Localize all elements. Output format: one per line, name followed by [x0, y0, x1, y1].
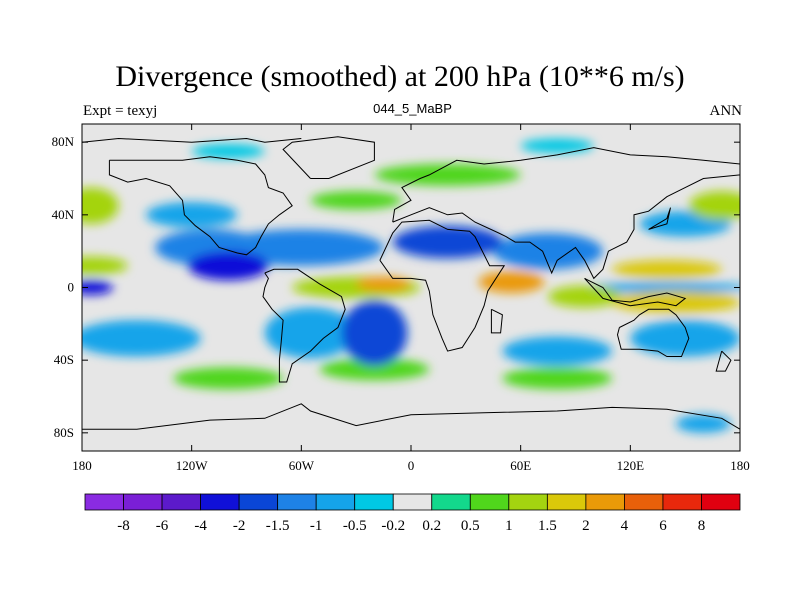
coastline-path: [108, 156, 293, 256]
map-area: [82, 124, 740, 451]
coastlines: [82, 136, 740, 430]
colorbar-label: 8: [698, 518, 706, 534]
x-tick-label: 0: [408, 458, 415, 473]
colorbar-swatch: [123, 493, 163, 511]
colorbar-swatch: [585, 493, 625, 511]
colorbar-swatch: [315, 493, 356, 511]
divergence-region: [82, 256, 128, 275]
y-tick-label: 80N: [52, 134, 75, 149]
colorbar-label: 6: [659, 518, 667, 534]
colorbar-label: 0.2: [422, 518, 441, 534]
colorbar-label: 4: [621, 518, 629, 534]
colorbar-swatch: [431, 493, 471, 511]
x-tick-label: 120E: [617, 458, 645, 473]
colorbar-swatch: [508, 493, 548, 511]
coastline-path: [82, 137, 302, 143]
divergence-region: [612, 291, 740, 313]
colorbar-label: 0.5: [461, 518, 480, 534]
experiment-label: Expt = texyj: [83, 103, 158, 119]
divergence-region: [374, 163, 521, 186]
coastline-path: [379, 219, 506, 352]
convergence-region: [145, 202, 238, 228]
colorbar-label: -6: [156, 518, 169, 534]
y-tick-label: 80S: [54, 425, 74, 440]
colorbar-label: -1.5: [266, 518, 290, 534]
colorbar-swatch: [701, 493, 741, 511]
coastline-path: [648, 207, 671, 230]
colorbar-swatch: [662, 493, 702, 511]
colorbar-swatch: [277, 493, 317, 511]
convergence-region: [264, 307, 357, 359]
map-axes: 180 120W 60W 0 60E 120E 180 80N 40N 0 40S 80S: [52, 124, 750, 473]
divergence-region: [319, 358, 430, 381]
colorbar-label: -1: [310, 518, 323, 534]
colorbar-swatch: [392, 493, 433, 511]
divergence-field: [82, 138, 740, 433]
x-tick-label: 120W: [176, 458, 209, 473]
convergence-region: [630, 320, 740, 357]
convergence-region: [82, 280, 114, 295]
convergence-region: [341, 300, 408, 366]
divergence-region: [173, 367, 284, 390]
divergence-region: [502, 367, 613, 390]
colorbar-swatch: [161, 493, 201, 511]
y-tick-label: 40S: [54, 352, 74, 367]
colorbar-label: -0.5: [343, 518, 367, 534]
divergence-region: [612, 260, 722, 279]
colorbar-label: 1: [505, 518, 513, 534]
y-tick-label: 0: [68, 280, 75, 295]
colorbar: -8 -6 -4 -2 -1.5 -1 -0.5 -0.2 0.2 0.5 1 1.5 2 4 6 8: [84, 493, 741, 534]
divergence-region: [82, 187, 119, 224]
colorbar-label: 2: [582, 518, 590, 534]
divergence-region: [478, 271, 545, 293]
divergence-region: [548, 285, 622, 308]
coastline-path: [584, 277, 687, 307]
colorbar-swatch: [354, 493, 394, 511]
convergence-region: [188, 251, 269, 281]
coastline-path: [490, 308, 503, 334]
colorbar-label: -4: [194, 518, 207, 534]
divergence-region: [310, 191, 402, 210]
colorbar-swatch: [624, 493, 664, 511]
colorbar-swatch: [200, 493, 240, 511]
x-tick-label: 180: [730, 458, 750, 473]
coastline-path: [282, 136, 375, 179]
coastline-path: [392, 147, 740, 280]
divergence-region: [356, 276, 412, 292]
colorbar-label: -0.2: [381, 518, 405, 534]
x-tick-label: 180: [72, 458, 92, 473]
convergence-region: [676, 414, 731, 433]
colorbar-swatch: [469, 493, 510, 511]
x-tick-label: 60E: [510, 458, 531, 473]
colorbar-label: 1.5: [538, 518, 557, 534]
map-title: Divergence (smoothed) at 200 hPa (10**6 …: [115, 60, 685, 93]
season-label: ANN: [709, 103, 743, 119]
convergence-region: [502, 336, 613, 366]
convergence-region: [520, 138, 594, 154]
colorbar-label: -8: [117, 518, 130, 534]
coastline-path: [82, 403, 740, 430]
convergence-region: [392, 225, 503, 259]
colorbar-swatch: [546, 493, 587, 511]
convergence-region: [82, 320, 201, 357]
colorbar-label: -2: [233, 518, 246, 534]
y-tick-label: 40N: [52, 207, 75, 222]
divergence-region: [688, 191, 740, 221]
colorbar-swatch: [238, 493, 279, 511]
x-tick-label: 60W: [289, 458, 315, 473]
convergence-region: [191, 143, 265, 159]
coastline-path: [715, 350, 732, 372]
case-label: 044_5_MaBP: [373, 101, 452, 116]
convergence-region: [584, 282, 740, 293]
colorbar-swatch: [84, 493, 124, 511]
coastline-path: [616, 308, 690, 357]
coastline-path: [262, 268, 346, 383]
